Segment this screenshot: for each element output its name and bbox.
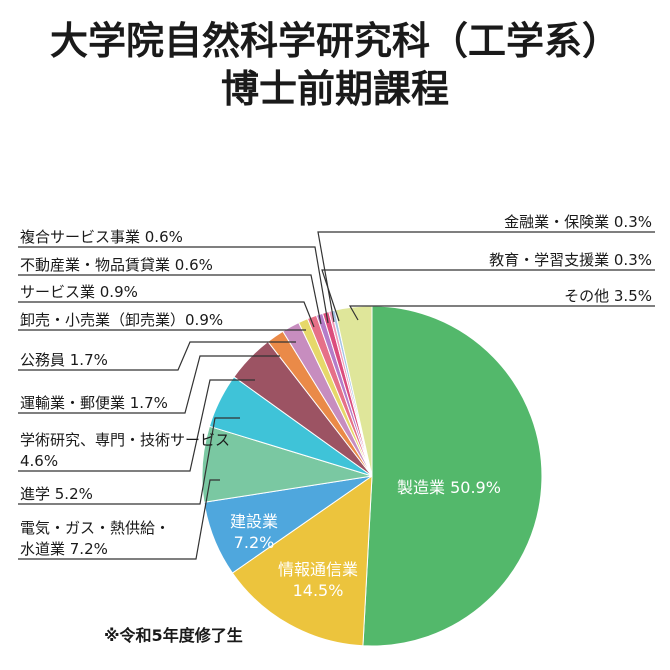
leader-line-education: [321, 269, 655, 322]
leader-line-realestate: [18, 274, 322, 325]
label-realestate: 不動産業・物品賃貸業 0.6%: [20, 256, 213, 274]
label-utilities-line1: 電気・ガス・熱供給・: [20, 519, 170, 537]
leader-line-further-study: [18, 417, 240, 505]
label-finance: 金融業・保険業 0.3%: [504, 213, 652, 231]
footnote: ※令和5年度修了生: [104, 626, 243, 645]
label-services: サービス業 0.9%: [20, 283, 138, 301]
label-construction-line1: 建設業: [230, 512, 278, 531]
label-education: 教育・学習支援業 0.3%: [489, 251, 652, 269]
leader-line-services: [18, 301, 315, 328]
label-transport: 運輸業・郵便業 1.7%: [20, 394, 168, 412]
leader-line-public: [18, 341, 296, 371]
label-further-study: 進学 5.2%: [20, 485, 93, 503]
leader-line-utilities: [18, 479, 220, 560]
pie-slice-1: [231, 475, 373, 647]
label-utilities-line2: 水道業 7.2%: [20, 540, 108, 558]
leader-line-research: [18, 379, 255, 472]
label-ict-line2: 14.5%: [293, 581, 344, 600]
label-research-line1: 学術研究、専門・技術サービス: [20, 431, 230, 449]
label-wholesale: 卸売・小売業（卸売業）0.9%: [20, 311, 223, 329]
label-manufacturing: 製造業 50.9%: [397, 478, 501, 497]
label-ict-line1: 情報通信業: [278, 560, 358, 579]
leader-lines: [18, 231, 655, 560]
leader-line-finance: [317, 231, 655, 323]
leader-line-transport: [18, 355, 280, 414]
chart-title-line2: 博士前期課程: [220, 67, 449, 111]
pie-slice-0: [362, 305, 543, 647]
leader-line-other: [348, 305, 655, 321]
label-compound-services: 複合サービス事業 0.6%: [20, 228, 183, 246]
chart-title-line1: 大学院自然科学研究科（工学系）: [49, 19, 620, 63]
label-construction-line2: 7.2%: [234, 533, 275, 552]
pie-slices: [201, 305, 543, 647]
label-public: 公務員 1.7%: [20, 351, 108, 369]
label-research-line2: 4.6%: [20, 452, 58, 470]
leader-line-compound: [18, 246, 329, 324]
label-other: その他 3.5%: [564, 287, 652, 305]
